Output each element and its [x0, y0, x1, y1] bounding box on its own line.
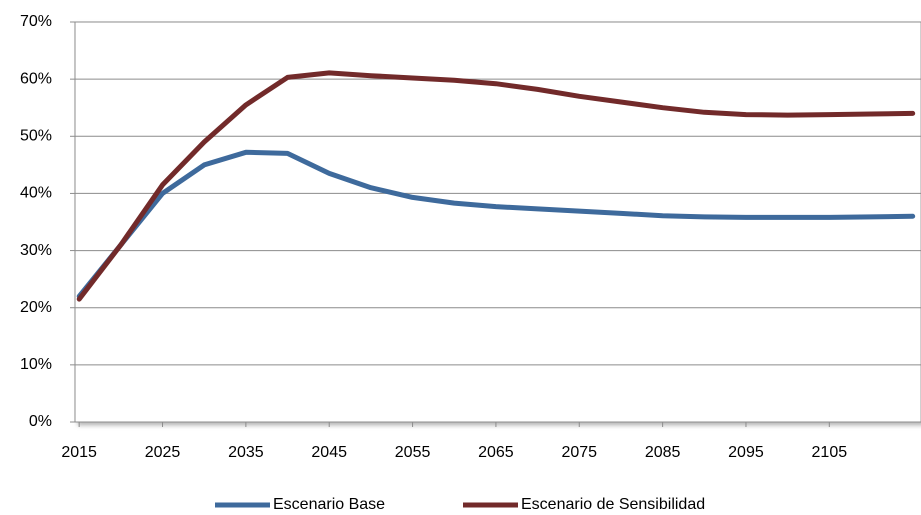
- y-tick-label: 40%: [20, 185, 52, 202]
- x-tick-label: 2085: [645, 444, 681, 461]
- x-tick-label: 2065: [478, 444, 514, 461]
- y-tick-label: 20%: [20, 299, 52, 316]
- y-tick-label: 10%: [20, 356, 52, 373]
- x-tick-label: 2015: [61, 444, 97, 461]
- y-tick-label: 0%: [29, 413, 52, 430]
- line: [76, 70, 916, 302]
- x-tick-label: 2025: [145, 444, 181, 461]
- x-tick-label: 2105: [812, 444, 848, 461]
- plot-area: [74, 21, 921, 423]
- y-tick-label: 50%: [20, 128, 52, 145]
- legend-label: Escenario Base: [273, 496, 385, 513]
- y-tick-label: 70%: [20, 13, 52, 30]
- legend-label: Escenario de Sensibilidad: [521, 496, 705, 513]
- x-tick-label: 2055: [395, 444, 431, 461]
- x-tick-label: 2045: [311, 444, 347, 461]
- x-tick-label: 2035: [228, 444, 264, 461]
- line: [76, 149, 916, 299]
- y-tick-label: 60%: [20, 70, 52, 87]
- y-tick-label: 30%: [20, 242, 52, 259]
- x-tick-label: 2095: [728, 444, 764, 461]
- x-tick-label: 2075: [561, 444, 597, 461]
